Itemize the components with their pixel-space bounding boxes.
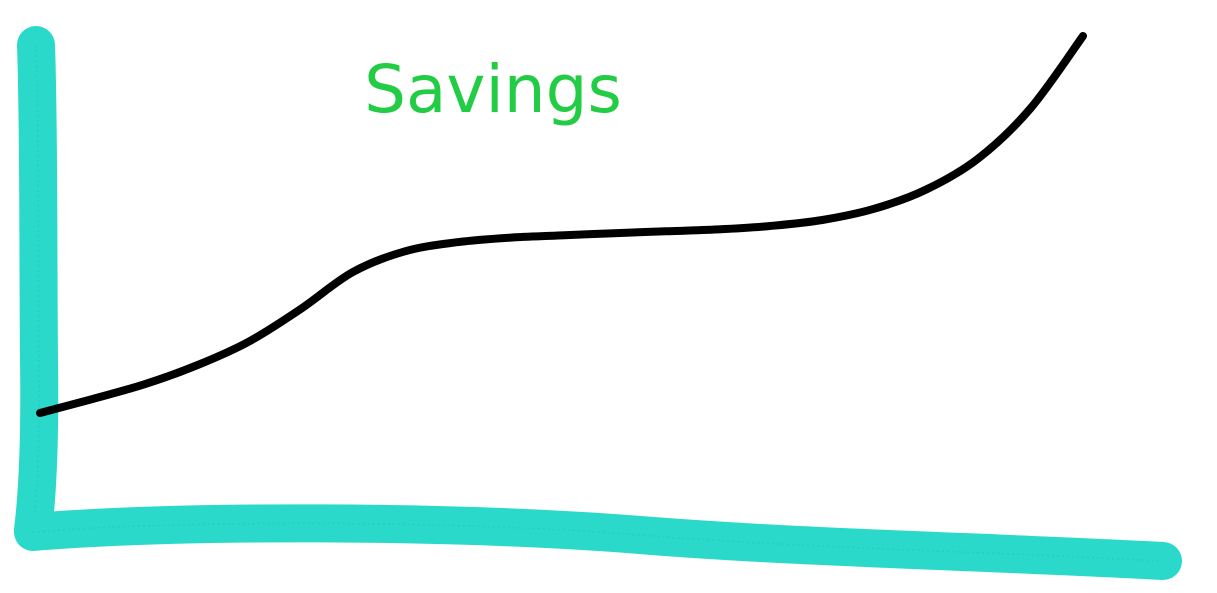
series-line-0 [36,32,1087,417]
x-axis-edge [32,522,1164,562]
series-layer [36,32,1087,417]
x-axis [14,504,1182,580]
chart-title: Savings [364,51,622,128]
y-axis [14,26,59,549]
axes [14,26,1182,580]
y-axis-edge [32,44,40,531]
